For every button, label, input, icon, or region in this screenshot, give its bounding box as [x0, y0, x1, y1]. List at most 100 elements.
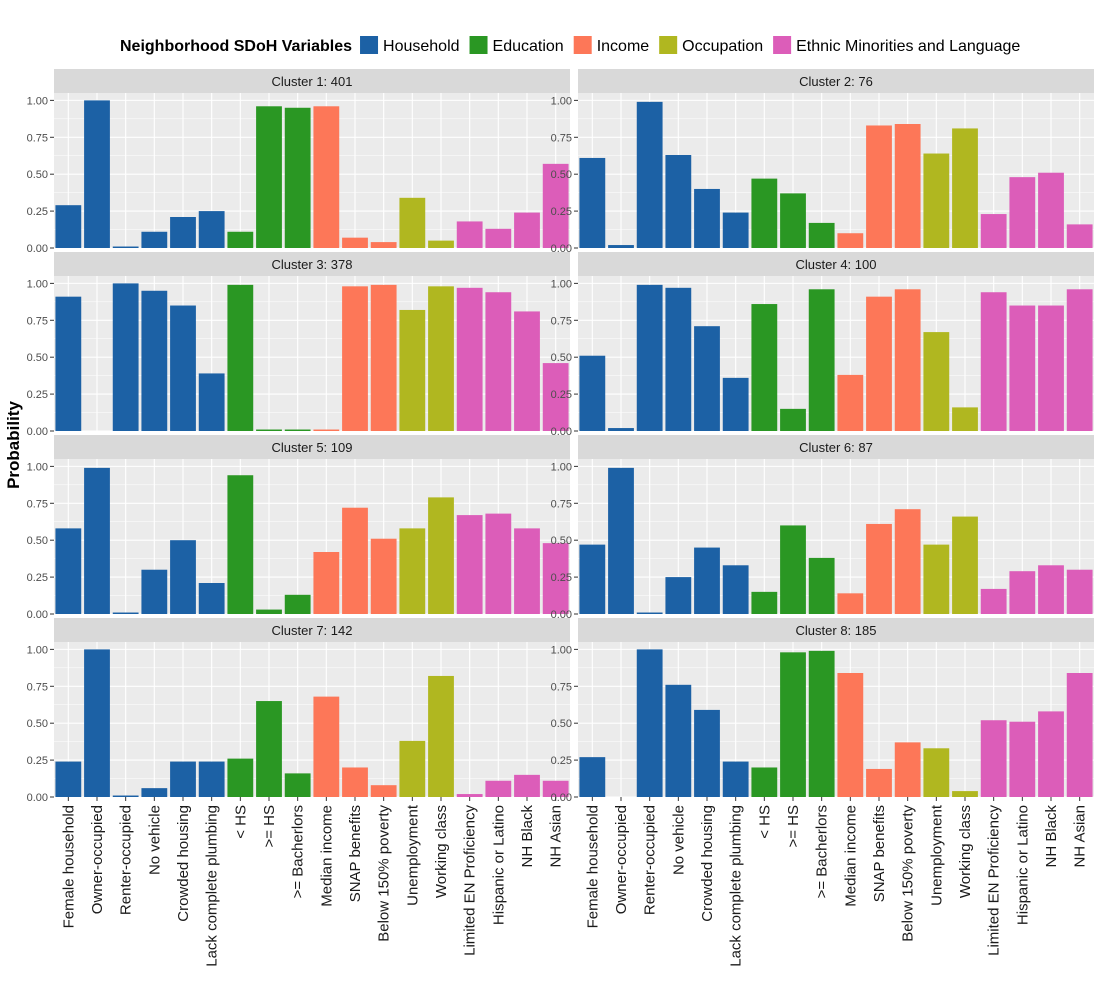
bar	[923, 153, 950, 248]
bar	[514, 528, 540, 614]
bar	[665, 155, 692, 248]
y-tick-label: 0.25	[27, 389, 48, 401]
y-tick-label: 0.25	[27, 572, 48, 584]
bar	[55, 205, 82, 248]
legend: Neighborhood SDoH Variables Household Educ…	[120, 36, 1020, 55]
bar	[456, 794, 483, 797]
bar	[170, 305, 196, 431]
y-tick-label: 0.25	[551, 572, 572, 584]
bar	[485, 292, 512, 431]
x-tick-label: >= HS	[261, 805, 278, 848]
bar	[198, 761, 225, 797]
bar	[837, 593, 864, 614]
x-tick-label: Hispanic or Latino	[490, 805, 507, 925]
bar	[694, 188, 720, 248]
bar	[1066, 569, 1093, 614]
bar	[514, 212, 540, 248]
y-tick-label: 0.00	[27, 426, 48, 438]
x-tick-label: Renter-occupied	[642, 805, 659, 915]
bar	[55, 761, 82, 797]
x-tick-label: Female household	[60, 805, 77, 928]
bar	[1066, 224, 1093, 248]
y-tick-label: 0.50	[27, 535, 48, 547]
y-axis-title: Probability	[4, 401, 23, 489]
facet-title: Cluster 8: 185	[796, 623, 877, 638]
bar	[399, 309, 426, 431]
facet-strip	[578, 252, 1094, 276]
bar	[542, 543, 569, 614]
legend-label: Income	[597, 38, 650, 55]
bar	[636, 649, 663, 797]
bar	[342, 767, 368, 797]
bar	[952, 407, 978, 431]
x-tick-label: Crowded housing	[699, 805, 716, 922]
y-tick-label: 1.00	[27, 461, 48, 473]
x-tick-label: NH Black	[519, 805, 536, 868]
bar	[1066, 289, 1093, 431]
bar	[894, 509, 921, 614]
bar	[313, 429, 340, 431]
bar	[485, 513, 512, 614]
x-tick-label: Below 150% poverty	[376, 805, 393, 942]
y-tick-label: 1.00	[27, 95, 48, 107]
bar	[952, 791, 978, 797]
bar	[456, 221, 483, 248]
bar	[55, 296, 82, 431]
x-tick-label: Owner-occupied	[89, 805, 106, 914]
y-tick-label: 0.75	[551, 132, 572, 144]
legend-swatch	[773, 36, 792, 54]
bar	[542, 363, 569, 431]
bar	[694, 709, 720, 797]
bar	[112, 795, 139, 797]
bar	[170, 761, 196, 797]
bar	[370, 538, 397, 614]
facet-title: Cluster 2: 76	[799, 74, 873, 89]
y-tick-label: 1.00	[551, 278, 572, 290]
bar	[608, 467, 634, 614]
y-tick-label: 0.50	[551, 718, 572, 730]
bar	[808, 650, 835, 797]
y-tick-label: 0.50	[551, 352, 572, 364]
bar	[55, 528, 82, 614]
bar	[894, 289, 921, 431]
bar	[579, 355, 606, 431]
bar	[866, 125, 892, 248]
x-tick-label: No vehicle	[670, 805, 687, 875]
bar	[923, 544, 950, 614]
facet-title: Cluster 7: 142	[272, 623, 353, 638]
x-tick-label: NH Black	[1043, 805, 1060, 868]
bar	[980, 720, 1007, 797]
x-tick-label: Unemployment	[404, 804, 421, 906]
y-tick-label: 0.75	[27, 681, 48, 693]
legend-label: Education	[493, 38, 564, 55]
bar	[808, 289, 835, 431]
bar	[542, 780, 569, 797]
bar	[722, 565, 749, 614]
bar	[1009, 177, 1036, 248]
bar	[428, 497, 454, 614]
bar	[256, 701, 282, 797]
bar	[722, 377, 749, 431]
bar	[1038, 305, 1064, 431]
y-tick-label: 0.50	[27, 718, 48, 730]
panel-background	[54, 642, 570, 797]
bar	[751, 178, 778, 248]
bar	[485, 228, 512, 248]
bar	[112, 246, 139, 248]
legend-label: Household	[383, 38, 460, 55]
y-tick-label: 0.75	[27, 315, 48, 327]
facet-panels: Cluster 1: 4010.000.250.500.751.00Cluste…	[27, 69, 1094, 804]
bar	[256, 429, 282, 431]
legend-title: Neighborhood SDoH Variables	[120, 38, 352, 55]
x-tick-label: < HS	[232, 805, 249, 839]
bar	[1066, 673, 1093, 797]
facet-panel: Cluster 6: 870.000.250.500.751.00	[551, 435, 1094, 621]
legend-swatch	[360, 36, 379, 54]
bar	[313, 552, 340, 614]
y-tick-label: 1.00	[551, 461, 572, 473]
bar	[780, 193, 806, 248]
x-tick-label: Hispanic or Latino	[1014, 805, 1031, 925]
y-tick-label: 1.00	[27, 644, 48, 656]
